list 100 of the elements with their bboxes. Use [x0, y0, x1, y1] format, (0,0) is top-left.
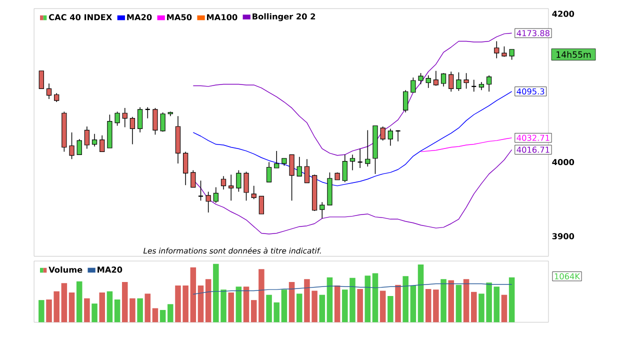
candlestick — [418, 72, 424, 84]
bar — [440, 278, 446, 322]
candlestick — [342, 154, 348, 182]
candlestick — [100, 134, 105, 152]
candlestick — [274, 150, 280, 168]
bar — [190, 267, 196, 322]
data-label: 4095.3 — [516, 88, 544, 94]
data-label: 4016.71 — [516, 146, 550, 153]
bar — [380, 290, 386, 322]
candlestick — [266, 162, 272, 182]
candlestick — [388, 128, 393, 146]
candlestick — [152, 107, 158, 135]
bar — [471, 292, 477, 322]
text: 1064K — [554, 273, 580, 280]
bar — [250, 300, 257, 322]
bar — [61, 283, 68, 322]
bar — [326, 277, 333, 322]
bar — [281, 289, 288, 322]
bar — [236, 286, 242, 322]
candlestick — [122, 107, 128, 128]
candlestick — [92, 133, 98, 147]
candlestick — [320, 202, 325, 219]
bar — [296, 294, 302, 322]
candlestick — [220, 176, 226, 190]
bar — [243, 286, 250, 322]
candlestick — [244, 171, 249, 201]
candlestick — [137, 106, 143, 133]
bar — [258, 269, 264, 322]
legend-label: MA20 — [98, 266, 122, 273]
bar — [501, 294, 508, 322]
y-tick-label: 4200 — [552, 10, 574, 17]
candlestick — [502, 46, 507, 58]
legend-label: MA50 — [167, 14, 192, 20]
bar — [205, 278, 212, 322]
candlestick — [365, 130, 370, 167]
bar — [106, 291, 113, 322]
bar — [494, 286, 500, 322]
candlestick — [69, 132, 74, 160]
candlestick — [410, 77, 416, 93]
bar — [395, 284, 401, 322]
legend-label: CAC 40 INDEX — [48, 14, 112, 20]
bar — [144, 294, 151, 322]
candlestick — [84, 126, 90, 149]
candlestick — [38, 70, 44, 89]
bar — [448, 280, 454, 322]
bar — [38, 300, 44, 322]
candlestick — [206, 191, 211, 213]
candlestick — [183, 151, 188, 186]
bar — [99, 292, 105, 322]
candlestick — [304, 158, 310, 184]
legend-label: MA100 — [207, 14, 238, 20]
bar — [425, 288, 432, 322]
bar — [334, 285, 340, 322]
candlestick — [198, 180, 204, 201]
bar — [114, 299, 120, 322]
candlestick — [433, 70, 439, 86]
candlestick — [350, 154, 356, 170]
candlestick — [46, 82, 52, 100]
y-tick-label: 3900 — [552, 232, 574, 240]
candlestick — [380, 126, 386, 141]
candlestick — [213, 186, 218, 204]
bar — [433, 289, 439, 322]
data-label: 4173.88 — [516, 30, 550, 36]
candlestick — [251, 185, 256, 200]
bar — [137, 298, 143, 322]
y-tick-label: 4000 — [552, 158, 574, 165]
candlestick — [114, 111, 120, 126]
candlestick — [403, 90, 408, 113]
candlestick — [509, 48, 514, 60]
candlestick — [130, 116, 136, 145]
bar — [402, 276, 408, 322]
bar — [319, 294, 326, 322]
data-label: 4032.71 — [516, 134, 550, 141]
candlestick — [494, 40, 500, 59]
legend-label: MA20 — [127, 14, 152, 20]
candlestick — [456, 72, 462, 92]
candlestick — [160, 112, 166, 132]
candlestick — [296, 156, 302, 176]
candlestick — [228, 174, 234, 201]
candlestick — [440, 72, 446, 87]
bar — [76, 281, 82, 322]
candlestick — [486, 74, 492, 92]
legend-label: Bollinger 20 2 — [252, 13, 316, 22]
text: 14h55m — [556, 51, 591, 58]
bar — [198, 285, 204, 322]
candlestick — [395, 130, 401, 142]
bar — [456, 284, 462, 322]
candlestick — [464, 72, 469, 89]
candlestick — [236, 170, 242, 192]
bar — [84, 298, 90, 322]
bar — [92, 303, 98, 322]
bar — [160, 310, 166, 322]
bar — [418, 264, 424, 322]
candlestick — [258, 196, 264, 214]
bar — [463, 278, 470, 322]
bar — [508, 277, 515, 322]
candlestick — [190, 170, 196, 188]
candlestick — [76, 138, 82, 155]
bar — [357, 288, 363, 322]
bar — [68, 292, 75, 322]
